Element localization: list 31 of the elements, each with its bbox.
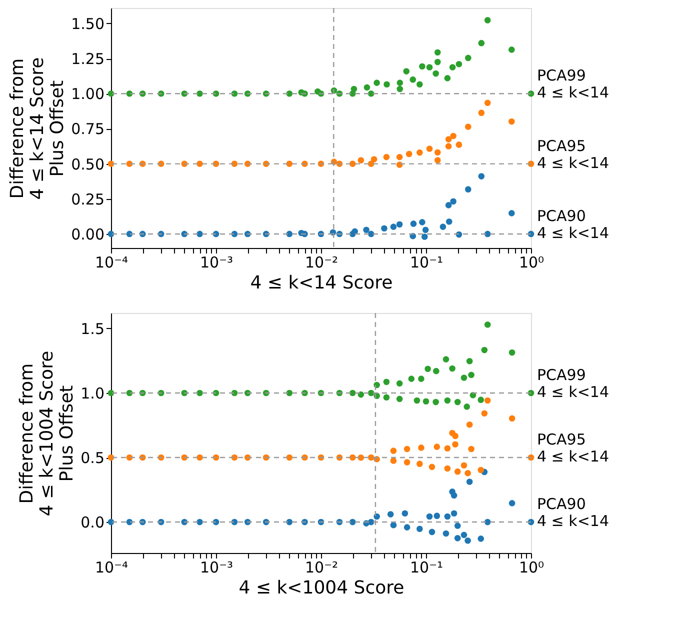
- x-tick-label: 10⁰: [518, 254, 544, 272]
- series-label: PCA95 4 ≤ k<14: [537, 136, 609, 172]
- series-label: PCA90 4 ≤ k<14: [537, 495, 609, 530]
- series-label: PCA99 4 ≤ k<14: [537, 366, 609, 401]
- x-tick-label: 10⁻¹: [410, 558, 444, 576]
- x-tick-label: 10⁻³: [200, 254, 234, 272]
- x-tick-label: 10⁻²: [304, 558, 338, 576]
- y-tick-label: 1.50: [71, 14, 104, 33]
- series-label: PCA90 4 ≤ k<14: [537, 206, 609, 242]
- x-tick-label: 10⁻¹: [410, 254, 444, 272]
- x-axis-title: 4 ≤ k<1004 Score: [238, 578, 404, 598]
- x-tick-label: 10⁻³: [200, 558, 234, 576]
- series-label: PCA95 4 ≤ k<14: [537, 430, 609, 466]
- y-tick-label: 1.00: [71, 85, 104, 104]
- y-axis-title: Difference from 4 ≤ k<1004 Score Plus Offset: [16, 350, 78, 516]
- series-label: PCA99 4 ≤ k<14: [537, 66, 609, 102]
- y-tick-label: 1.5: [80, 320, 104, 338]
- x-tick-label: 10⁰: [518, 558, 544, 576]
- y-tick-label: 0.75: [71, 120, 104, 138]
- x-tick-label: 10⁻⁴: [94, 558, 128, 576]
- y-tick-label: 1.0: [80, 384, 104, 402]
- y-tick-label: 0.0: [80, 514, 104, 532]
- x-tick-label: 10⁻²: [304, 254, 338, 272]
- y-tick-label: 0.5: [80, 449, 104, 468]
- y-tick-label: 1.25: [71, 50, 104, 68]
- y-tick-label: 0.25: [71, 190, 104, 208]
- x-axis-title: 4 ≤ k<14 Score: [250, 272, 393, 294]
- y-axis-title: Difference from 4 ≤ k<14 Score Plus Offset: [7, 57, 68, 200]
- y-tick-label: 0.50: [71, 155, 104, 174]
- x-tick-label: 10⁻⁴: [94, 254, 128, 272]
- y-tick-label: 0.00: [71, 225, 104, 244]
